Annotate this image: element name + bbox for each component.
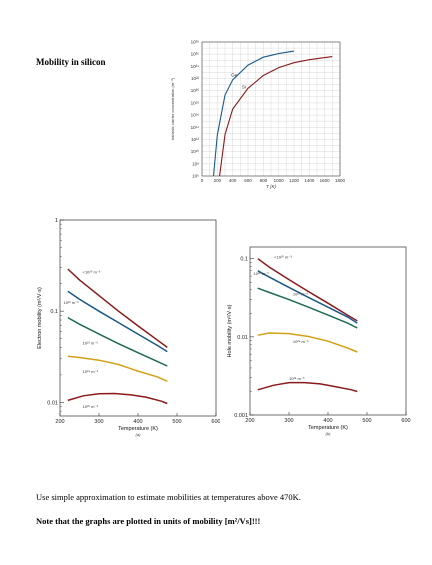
electron-mobility-chart: 1 0.1 0.01 200 300 400 500 600 Temperature (K)(a… [37, 218, 220, 437]
chart1-plot: 0 200 400 600 800 1000 1200 1400 1600 1800 10⁶ 10⁸ 1… [170, 40, 346, 190]
x-tick-label: 500 [172, 419, 181, 425]
series-label: 10²² m⁻³ [254, 271, 270, 276]
series-label: 10²⁵ m⁻³ [289, 376, 305, 381]
y-tick-label: 10¹⁰ [191, 149, 200, 154]
plot-frame [201, 41, 341, 177]
series-label-si: Si [242, 84, 246, 89]
series-line [257, 287, 358, 329]
y-tick-label: 0.001 [234, 413, 248, 419]
x-tick-label: 600 [244, 178, 252, 183]
x-tick-label: 500 [362, 418, 371, 424]
x-tick-label: 200 [214, 178, 222, 183]
page-heading: Mobility in silicon [36, 57, 106, 67]
x-tick-label: 1000 [274, 178, 285, 183]
series-line-si [219, 56, 333, 177]
y-tick-label: 10²⁸ [191, 40, 200, 45]
y-axis-label: Electron mobility (m²/V·s) [37, 287, 43, 349]
x-tick-label: 1600 [320, 178, 331, 183]
plot-frame [59, 219, 217, 417]
y-tick-label: 0.1 [240, 257, 248, 263]
series-label: 10²³ m⁻³ [83, 341, 99, 346]
series-line [67, 290, 168, 353]
series-line [67, 268, 168, 349]
x-tick-label: 300 [284, 418, 293, 424]
series-label: 10²⁴ m⁻³ [83, 369, 99, 374]
series-label: 10²⁵ m⁻³ [83, 404, 99, 409]
y-tick-label: 0.01 [47, 400, 58, 406]
chart-caption: (a) [136, 432, 142, 437]
y-tick-label: 10²⁴ [191, 64, 200, 69]
x-tick-label: 600 [401, 418, 410, 424]
x-tick-label: 400 [133, 419, 142, 425]
series-line [257, 381, 358, 393]
series-label: <10²⁰ m⁻³ [274, 255, 292, 260]
y-axis-label: Intrinsic carrier concentration (m⁻³) [170, 77, 175, 140]
y-tick-label: 10⁶ [192, 174, 199, 179]
y-axis-label: Hole mobility (m²/V·s) [227, 304, 233, 357]
y-tick-label: 10²² [191, 76, 200, 81]
x-axis-label: Temperature (K) [118, 426, 158, 432]
note-units: Note that the graphs are plotted in unit… [36, 516, 261, 526]
series-line-ge [212, 50, 295, 177]
y-tick-label: 10⁸ [192, 161, 199, 166]
series-line [67, 392, 168, 405]
series-line [257, 332, 358, 353]
y-tick-label: 10¹⁸ [191, 100, 200, 105]
x-tick-label: 1400 [304, 178, 315, 183]
series-label: <10²⁰ m⁻³ [83, 269, 101, 274]
x-tick-label: 400 [229, 178, 237, 183]
x-tick-label: 1200 [289, 178, 300, 183]
x-tick-label: 1800 [335, 178, 346, 183]
y-tick-label: 1 [55, 218, 58, 224]
chart-caption: (b) [326, 431, 332, 436]
y-tick-label: 10¹² [191, 137, 200, 142]
intrinsic-concentration-chart: 0 200 400 600 800 1000 1200 1400 1600 1800 10⁶ 10⁸ 1… [170, 40, 346, 190]
y-tick-label: 10²⁶ [191, 52, 200, 57]
x-tick-label: 600 [211, 419, 220, 425]
x-tick-label: 200 [245, 418, 254, 424]
x-tick-label: 0 [201, 178, 204, 183]
series-label: 10²² m⁻³ [64, 300, 80, 305]
chart2-plot: 1 0.1 0.01 200 300 400 500 600 Temperature (K)(a… [37, 218, 220, 437]
x-tick-label: 300 [94, 419, 103, 425]
series-label-ge: Ge [231, 73, 238, 78]
y-tick-label: 10¹⁴ [191, 125, 200, 130]
series-label: 10²³ m⁻³ [293, 291, 309, 296]
plot-frame [249, 246, 407, 416]
y-tick-label: 0.01 [237, 335, 248, 341]
x-tick-label: 800 [260, 178, 268, 183]
x-tick-label: 200 [55, 419, 64, 425]
y-tick-label: 10¹⁶ [191, 113, 200, 118]
series-label: 10²⁴ m⁻³ [293, 339, 309, 344]
series-line [67, 316, 168, 367]
x-axis-label: T (K) [266, 184, 276, 189]
series-line [257, 258, 358, 322]
note-approximation: Use simple approximation to estimate mob… [36, 492, 301, 502]
y-tick-label: 10²⁰ [191, 88, 200, 93]
x-axis-label: Temperature (K) [308, 425, 348, 431]
x-tick-label: 400 [323, 418, 332, 424]
y-tick-label: 0.1 [50, 309, 58, 315]
series-line [257, 270, 358, 324]
series-line [67, 355, 168, 382]
